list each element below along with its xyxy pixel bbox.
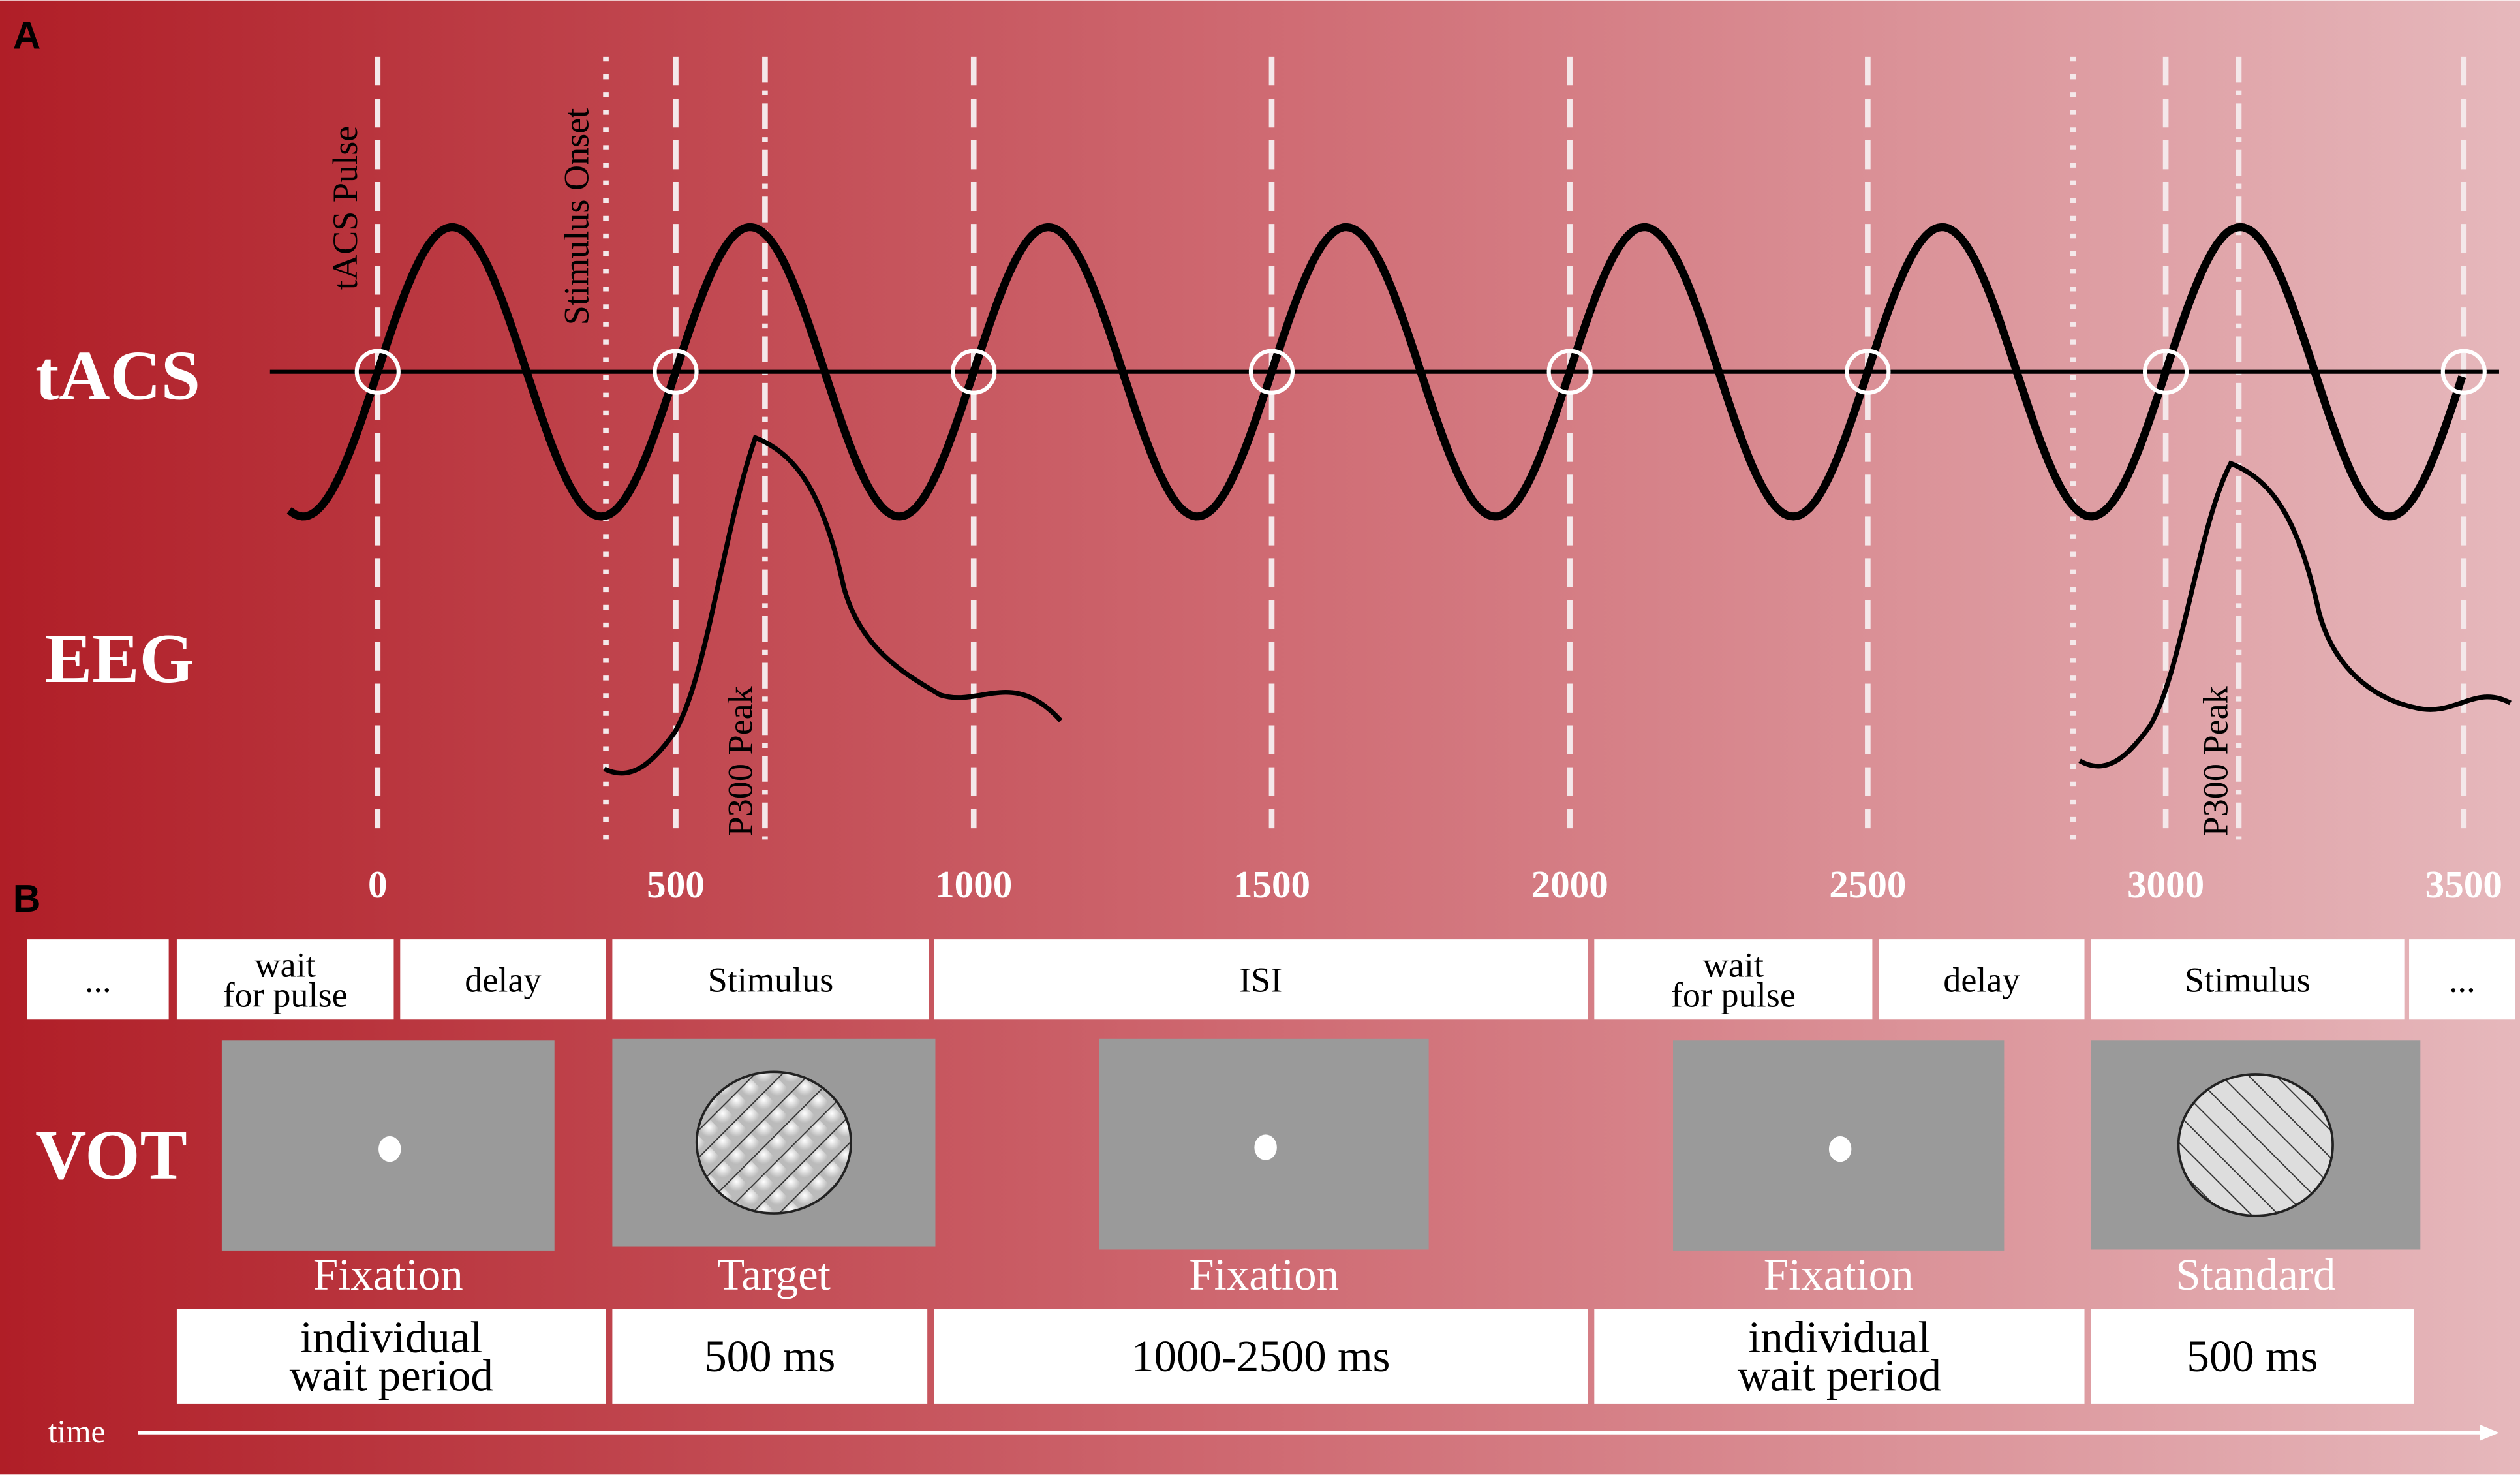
tick-label: 1500 xyxy=(1233,863,1310,906)
duration-text-line: individual xyxy=(300,1312,483,1362)
annotation: P300 Peak xyxy=(2196,685,2236,836)
duration-box xyxy=(1594,1309,2085,1404)
duration-text-line: 1000-2500 ms xyxy=(1131,1331,1390,1381)
phase-text: wait for pulse xyxy=(1671,946,1796,1015)
phase-box xyxy=(2091,939,2405,1020)
arrow-head xyxy=(2480,1424,2499,1441)
pulse-marker xyxy=(2142,349,2189,395)
phase-text-line: delay xyxy=(465,961,541,1000)
fixation-dot xyxy=(378,1136,401,1162)
duration-text-line: 500 ms xyxy=(704,1331,835,1381)
duration-text: 1000-2500 ms xyxy=(1131,1331,1390,1381)
fixation-dot xyxy=(1828,1136,1852,1162)
phase-text: delay xyxy=(1943,961,2020,1000)
screen-label: Fixation xyxy=(1764,1250,1914,1299)
tacs-wave xyxy=(286,223,2466,521)
screen-label: Target xyxy=(717,1250,831,1299)
pulse-marker xyxy=(951,349,997,395)
tick-label: 0 xyxy=(368,863,388,906)
grating xyxy=(695,1070,853,1215)
duration-text-line: wait period xyxy=(1738,1350,1941,1400)
row-label: tACS xyxy=(35,337,200,415)
annotation: P300 Peak xyxy=(721,685,760,836)
phase-text-line: ISI xyxy=(1239,961,1282,1000)
duration-text-line: individual xyxy=(1748,1312,1931,1362)
phase-text: ... xyxy=(2449,961,2476,1000)
eeg-wave xyxy=(2078,460,2512,769)
grating xyxy=(2177,1073,2334,1217)
panel-label: B xyxy=(13,877,41,920)
tick-label: 2500 xyxy=(1829,863,1906,906)
phase-box xyxy=(1594,939,1873,1020)
tick-label: 3000 xyxy=(2127,863,2204,906)
phase-text: Stimulus xyxy=(708,961,834,1000)
row-label: EEG xyxy=(45,619,194,698)
phase-box xyxy=(400,939,606,1020)
screen-label: Fixation xyxy=(313,1250,463,1299)
phase-text-line: Stimulus xyxy=(708,961,834,1000)
duration-text: 500 ms xyxy=(2187,1331,2318,1381)
phase-text: wait for pulse xyxy=(223,946,348,1015)
tick-label: 1000 xyxy=(935,863,1012,906)
phase-box xyxy=(27,939,169,1020)
pulse-marker xyxy=(1546,349,1593,395)
pulse-marker xyxy=(2440,349,2487,395)
phase-text-line: wait xyxy=(1703,946,1764,985)
duration-text: individual wait period xyxy=(290,1312,493,1401)
panel-label: A xyxy=(13,14,41,57)
phase-text-line: wait xyxy=(255,946,316,985)
duration-box xyxy=(934,1309,1588,1404)
screen-label: Standard xyxy=(2175,1250,2335,1299)
phase-text-line: ... xyxy=(2449,961,2476,1000)
annotation: tACS Pulse xyxy=(326,126,365,290)
duration-box xyxy=(612,1309,928,1404)
duration-text-line: 500 ms xyxy=(2187,1331,2318,1381)
duration-text-line: wait period xyxy=(290,1350,493,1400)
phase-text: Stimulus xyxy=(2185,961,2311,1000)
tick-label: 3500 xyxy=(2425,863,2502,906)
eeg-wave xyxy=(603,434,1063,776)
phase-text-line: ... xyxy=(85,961,112,1000)
phase-box xyxy=(934,939,1588,1020)
phase-text: ISI xyxy=(1239,961,1282,1000)
phase-text-line: delay xyxy=(1943,961,2020,1000)
tick-label: 2000 xyxy=(1531,863,1608,906)
row-label: VOT xyxy=(35,1116,187,1194)
phase-text-line: for pulse xyxy=(223,976,348,1015)
phase-text-line: for pulse xyxy=(1671,976,1796,1015)
duration-box xyxy=(176,1309,606,1404)
phase-text-line: Stimulus xyxy=(2185,961,2311,1000)
annotation: Stimulus Onset xyxy=(557,108,596,326)
fixation-dot xyxy=(1254,1134,1277,1160)
duration-text: 500 ms xyxy=(704,1331,835,1381)
pulse-marker xyxy=(1248,349,1295,395)
duration-text: individual wait period xyxy=(1738,1312,1941,1401)
phase-box xyxy=(612,939,929,1020)
phase-box xyxy=(2409,939,2515,1020)
phase-box xyxy=(1879,939,2085,1020)
pulse-marker xyxy=(354,349,401,395)
phase-box xyxy=(176,939,394,1020)
phase-text: ... xyxy=(85,961,112,1000)
axis-label: time xyxy=(48,1414,106,1450)
pulse-marker xyxy=(1845,349,1891,395)
pulse-marker xyxy=(653,349,699,395)
screen-label: Fixation xyxy=(1189,1250,1339,1299)
phase-text: delay xyxy=(465,961,541,1000)
duration-box xyxy=(2091,1309,2414,1404)
tick-label: 500 xyxy=(647,863,705,906)
